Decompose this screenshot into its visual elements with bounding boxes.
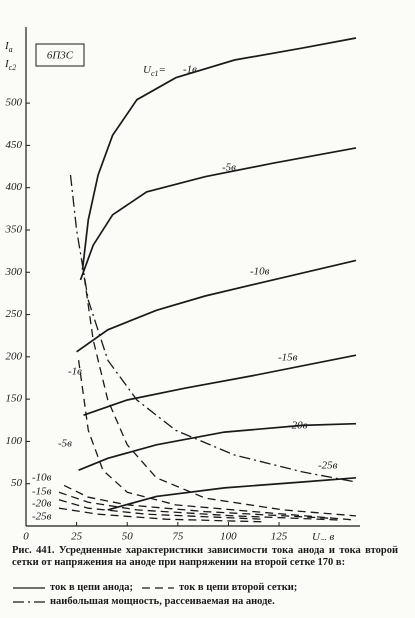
y-tick-label: 350 [5, 224, 23, 236]
legend-label: наибольшая мощность, рассеиваемая на ано… [50, 596, 275, 607]
curve-label: -1в [183, 64, 197, 76]
legend-swatch [13, 587, 45, 589]
curve-label: -20в [288, 420, 308, 432]
legend-entry: ток в цепи второй сетки; [141, 582, 297, 594]
curve-dashed [58, 499, 263, 520]
legend-label: ток в цепи анода; [50, 582, 133, 593]
legend-entry: наибольшая мощность, рассеиваемая на ано… [12, 596, 275, 608]
curve-dashdot [69, 174, 357, 483]
caption: Рис. 441. Усредненные характеристики зав… [12, 545, 398, 568]
curve-label: -1в [68, 366, 82, 378]
curve-label: -10в [32, 472, 52, 484]
curve-solid [107, 476, 357, 511]
x-tick-label: 0 [23, 531, 29, 540]
x-tick-label: 75 [172, 531, 184, 540]
y-tick-label: 300 [5, 266, 23, 278]
curve-label: -25в [318, 460, 338, 472]
curve-label: -20в [32, 498, 52, 510]
curve-label: -5в [58, 438, 72, 450]
legend-swatch [141, 587, 174, 589]
y-label-symbol: I [4, 40, 10, 52]
y-tick-label: 150 [6, 393, 23, 405]
curve-dashed [58, 507, 263, 523]
y-tick-label: 100 [6, 435, 23, 447]
chart: 50 100 150 200 250 300 350 400 450 500 0 25 50 75 100 1… [4, 27, 360, 545]
x-tick-label: 100 [220, 531, 237, 540]
x-label: Ua, в [312, 531, 334, 540]
curve-dashed [77, 360, 357, 521]
param-label-symbol: U [143, 64, 152, 76]
tube-label: 6П3С [47, 50, 74, 62]
tube-label-box [35, 43, 85, 67]
y-tick-label: 250 [6, 308, 23, 320]
curve-label: -10в [250, 266, 270, 278]
y-label: Ia [4, 40, 13, 54]
y-tick-label: 200 [6, 350, 23, 362]
y-label: Ic2 [4, 58, 16, 72]
param-sign: = [159, 64, 166, 76]
y-tick-label: 50 [11, 477, 23, 489]
x-tick-label: 125 [271, 531, 288, 540]
curve-solid [83, 354, 357, 417]
curve-solid [76, 259, 357, 353]
x-tick-label: 50 [122, 531, 134, 540]
y-label-subscript: a [9, 45, 13, 54]
param-label: Uc1= [143, 64, 166, 78]
legend-label: ток в цепи второй сетки; [178, 582, 298, 593]
x-label-unit: , в [324, 531, 335, 540]
legend: ток в цепи анода; ток в цепи второй сетки… [12, 582, 402, 610]
x-tick-label: 25 [71, 531, 83, 540]
y-tick-label: 450 [6, 139, 23, 151]
curve-dashed [81, 264, 357, 517]
legend-entry: ток в цепи анода; [12, 582, 133, 594]
y-tick-label: 400 [6, 181, 23, 193]
curve-label: -5в [222, 162, 236, 174]
curve-label: -25в [32, 511, 52, 523]
y-tick-label: 500 [6, 97, 23, 109]
curve-label: -15в [278, 352, 298, 364]
param-label-subscript: c1 [151, 69, 159, 78]
curve-solid [78, 422, 357, 471]
y-label-subscript: c2 [9, 63, 17, 72]
curve-dashed [58, 491, 342, 521]
y-label-symbol: I [4, 58, 10, 70]
curve-label: -15в [32, 486, 52, 498]
legend-swatch [13, 601, 45, 603]
curve-solid [81, 37, 357, 270]
curve-dashed [63, 484, 332, 520]
curve-solid [79, 147, 357, 281]
x-label-symbol: U [312, 531, 321, 540]
